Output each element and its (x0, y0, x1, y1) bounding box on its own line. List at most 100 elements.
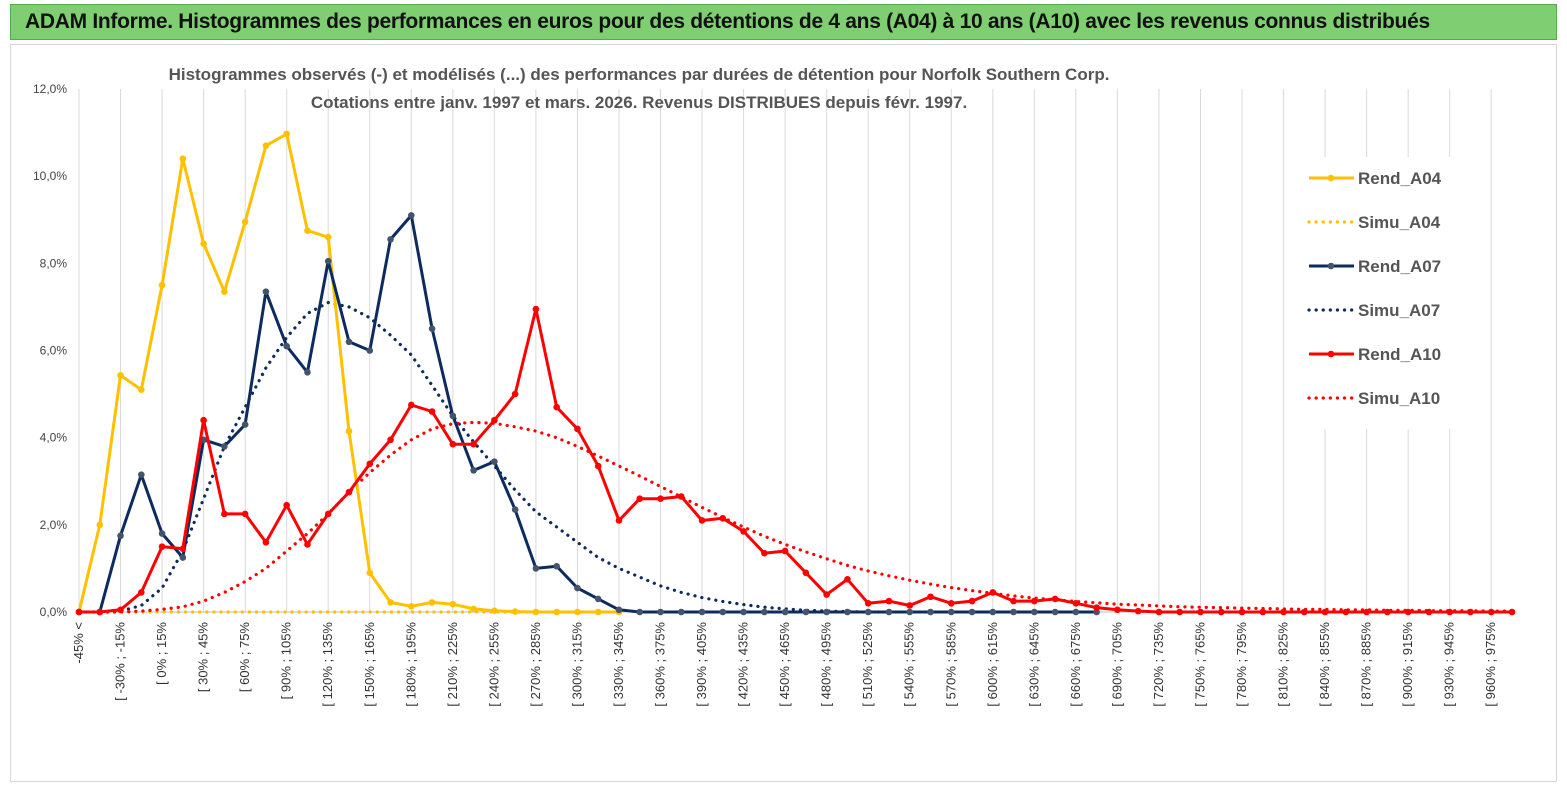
data-point (1425, 608, 1433, 616)
data-point (449, 412, 457, 420)
x-tick-label: [ 330% ; 345% (611, 622, 626, 707)
data-point (906, 608, 914, 616)
data-point (781, 608, 789, 616)
chart-title-line-1: Histogrammes observés (-) et modélisés (… (169, 65, 1110, 84)
series-line (79, 213, 1097, 614)
data-point (1280, 608, 1287, 616)
series-rend-a07 (75, 212, 1100, 616)
x-tick-label: [ 900% ; 915% (1400, 622, 1415, 707)
data-point (324, 257, 332, 265)
data-point (553, 403, 560, 411)
legend-label: Rend_A10 (1358, 345, 1441, 364)
data-point (491, 607, 498, 614)
x-tick-label: [ 810% ; 825% (1276, 622, 1291, 707)
data-point (428, 408, 436, 415)
data-point (761, 608, 768, 616)
legend-marker (1327, 350, 1335, 358)
x-tick-label: [ 510% ; 525% (860, 622, 875, 707)
data-point (345, 338, 353, 346)
data-point (1093, 604, 1100, 611)
data-point (1259, 608, 1267, 616)
x-tick-label: [ 660% ; 675% (1068, 622, 1083, 707)
data-point (324, 510, 332, 518)
data-point (221, 443, 228, 450)
data-point (594, 595, 602, 603)
data-point (698, 608, 706, 616)
data-point (677, 493, 685, 500)
data-point (740, 528, 747, 535)
data-point (927, 593, 934, 601)
data-point (594, 462, 602, 470)
data-point (1321, 608, 1329, 616)
data-point (407, 212, 415, 219)
data-point (158, 530, 166, 537)
data-point (1384, 608, 1391, 616)
data-point (324, 233, 332, 241)
x-tick-label: [ 960% ; 975% (1483, 622, 1498, 707)
data-point (574, 584, 581, 592)
data-point (1342, 608, 1350, 616)
data-point (1217, 608, 1225, 616)
x-tick-label: [ 180% ; 195% (403, 622, 418, 707)
data-point (1031, 597, 1038, 605)
data-point (1301, 608, 1308, 616)
data-point (366, 460, 374, 468)
data-point (823, 608, 830, 616)
data-point (241, 510, 249, 518)
legend-item-rend-a10: Rend_A10 (1309, 345, 1441, 364)
data-point (407, 603, 415, 610)
data-point (1508, 608, 1516, 616)
x-tick-label: [ 390% ; 405% (694, 622, 709, 707)
data-point (1051, 608, 1059, 616)
data-point (221, 510, 228, 518)
data-point (470, 440, 477, 448)
data-point (283, 130, 290, 138)
y-tick-label: 2,0% (40, 518, 68, 532)
data-point (491, 416, 498, 424)
data-point (158, 543, 166, 550)
data-point (1155, 608, 1163, 616)
data-point (241, 218, 249, 226)
data-point (138, 589, 145, 596)
x-tick-label: [ 630% ; 645% (1026, 622, 1041, 707)
x-tick-label: [ 360% ; 375% (653, 622, 668, 707)
data-point (1487, 608, 1495, 616)
data-point (345, 427, 353, 435)
data-point (823, 591, 830, 598)
x-axis-ticks: -45% < [ -30% ; -15% [ 0% ; 15% [ 30% ; 45%… (71, 622, 1498, 707)
legend-item-rend-a04: Rend_A04 (1309, 169, 1442, 188)
x-tick-label: [ 30% ; 45% (196, 622, 211, 693)
data-point (449, 600, 457, 608)
data-point (470, 605, 477, 613)
x-tick-label: [ 840% ; 855% (1317, 622, 1332, 707)
x-tick-label: [ 540% ; 555% (902, 622, 917, 707)
data-point (761, 549, 768, 557)
report-banner: ADAM Informe. Histogrammes des performan… (10, 4, 1557, 40)
series-rend-a04 (75, 130, 623, 616)
data-point (1010, 597, 1017, 605)
data-point (387, 599, 394, 606)
legend-marker (1327, 262, 1335, 270)
x-tick-label: [ 0% ; 15% (154, 622, 169, 685)
data-point (138, 471, 145, 479)
data-point (117, 532, 124, 540)
y-tick-label: 10,0% (33, 169, 67, 183)
data-point (657, 608, 664, 616)
series-line (77, 132, 619, 614)
data-point (636, 495, 644, 502)
data-point (1051, 595, 1059, 603)
x-tick-label: [ 720% ; 735% (1151, 622, 1166, 707)
chart-frame: 0,0% 2,0% 4,0% 6,0% 8,0% 10,0% 12,0% -45% < [ -… (10, 44, 1557, 782)
report-title: ADAM Informe. Histogrammes des performan… (25, 10, 1430, 33)
legend-label: Simu_A07 (1358, 301, 1440, 320)
data-point (1363, 608, 1370, 616)
legend-item-simu-a04: Simu_A04 (1307, 213, 1441, 232)
x-tick-label: [ 210% ; 225% (445, 622, 460, 707)
data-point (740, 608, 747, 616)
legend-label: Simu_A04 (1358, 213, 1441, 232)
data-point (491, 458, 498, 465)
y-tick-label: 6,0% (40, 344, 68, 358)
x-tick-label: [ 300% ; 315% (569, 622, 584, 707)
data-point (698, 517, 706, 524)
x-tick-label: [ 480% ; 495% (819, 622, 834, 707)
